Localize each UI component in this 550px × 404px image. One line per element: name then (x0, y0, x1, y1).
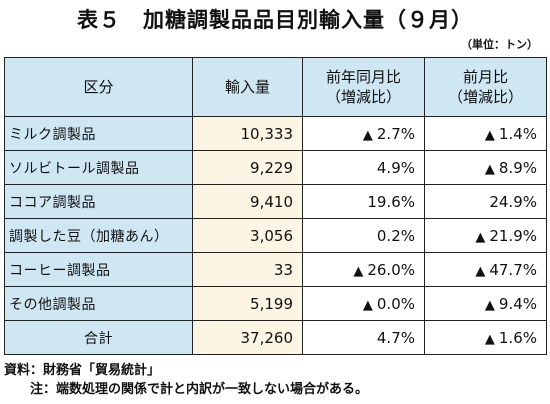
mom-cell: ▲ 1.4% (424, 116, 547, 151)
decrease-triangle-icon: ▲ (475, 229, 486, 245)
mom-cell: ▲ 21.9% (424, 218, 547, 253)
source-note: 資料：財務省「貿易統計」 (4, 363, 161, 378)
yoy-cell: 19.6% (302, 184, 425, 219)
total-mom-cell: ▲ 1.6% (424, 320, 547, 355)
row-label: ミルク調製品 (4, 116, 193, 151)
volume-cell: 33 (192, 252, 303, 287)
row-label: 調製した豆（加糖あん） (4, 218, 193, 253)
page-title: 表５ 加糖調製品品目別輸入量（９月） (77, 8, 473, 32)
volume-cell: 10,333 (192, 116, 303, 151)
volume-cell: 9,229 (192, 150, 303, 185)
row-label: ソルビトール調製品 (4, 150, 193, 185)
table-row: 調製した豆（加糖あん） 3,056 0.2% ▲ 21.9% (4, 218, 547, 253)
row-label: コーヒー調製品 (4, 252, 193, 287)
mom-cell: 24.9% (424, 184, 547, 219)
table-row: その他調製品 5,199 ▲ 0.0% ▲ 9.4% (4, 286, 547, 321)
header-yoy: 前年同月比 （増減比） (302, 57, 425, 117)
mom-cell: ▲ 9.4% (424, 286, 547, 321)
yoy-cell: ▲ 26.0% (302, 252, 425, 287)
decrease-triangle-icon: ▲ (353, 263, 364, 279)
decrease-triangle-icon: ▲ (484, 127, 495, 143)
table-row: ココア調製品 9,410 19.6% 24.9% (4, 184, 547, 219)
total-volume-cell: 37,260 (192, 320, 303, 355)
unit-label: （単位：トン） (461, 38, 538, 51)
volume-cell: 3,056 (192, 218, 303, 253)
decrease-triangle-icon: ▲ (484, 331, 495, 347)
row-label: その他調製品 (4, 286, 193, 321)
decrease-triangle-icon: ▲ (475, 263, 486, 279)
header-category: 区分 (4, 57, 193, 117)
total-yoy-cell: 4.7% (302, 320, 425, 355)
row-label: ココア調製品 (4, 184, 193, 219)
header-volume: 輸入量 (192, 57, 303, 117)
mom-cell: ▲ 8.9% (424, 150, 547, 185)
table-header-row: 区分 輸入量 前年同月比 （増減比） 前月比 （増減比） (4, 57, 547, 117)
decrease-triangle-icon: ▲ (484, 161, 495, 177)
header-mom: 前月比 （増減比） (424, 57, 547, 117)
decrease-triangle-icon: ▲ (362, 297, 373, 313)
volume-cell: 9,410 (192, 184, 303, 219)
table-row: ミルク調製品 10,333 ▲ 2.7% ▲ 1.4% (4, 116, 547, 151)
yoy-cell: 4.9% (302, 150, 425, 185)
table-total-row: 合計 37,260 4.7% ▲ 1.6% (4, 320, 547, 355)
yoy-cell: ▲ 2.7% (302, 116, 425, 151)
decrease-triangle-icon: ▲ (362, 127, 373, 143)
import-volume-table: 区分 輸入量 前年同月比 （増減比） 前月比 （増減比） ミルク調製品 10,333… (4, 57, 547, 355)
yoy-cell: 0.2% (302, 218, 425, 253)
mom-cell: ▲ 47.7% (424, 252, 547, 287)
table-row: コーヒー調製品 33 ▲ 26.0% ▲ 47.7% (4, 252, 547, 287)
footnotes: 資料：財務省「貿易統計」 注：端数処理の関係で計と内訳が一致しない場合がある。 (4, 361, 368, 399)
total-label: 合計 (4, 320, 193, 355)
table-row: ソルビトール調製品 9,229 4.9% ▲ 8.9% (4, 150, 547, 185)
rounding-note: 注：端数処理の関係で計と内訳が一致しない場合がある。 (30, 382, 369, 397)
yoy-cell: ▲ 0.0% (302, 286, 425, 321)
volume-cell: 5,199 (192, 286, 303, 321)
decrease-triangle-icon: ▲ (484, 297, 495, 313)
